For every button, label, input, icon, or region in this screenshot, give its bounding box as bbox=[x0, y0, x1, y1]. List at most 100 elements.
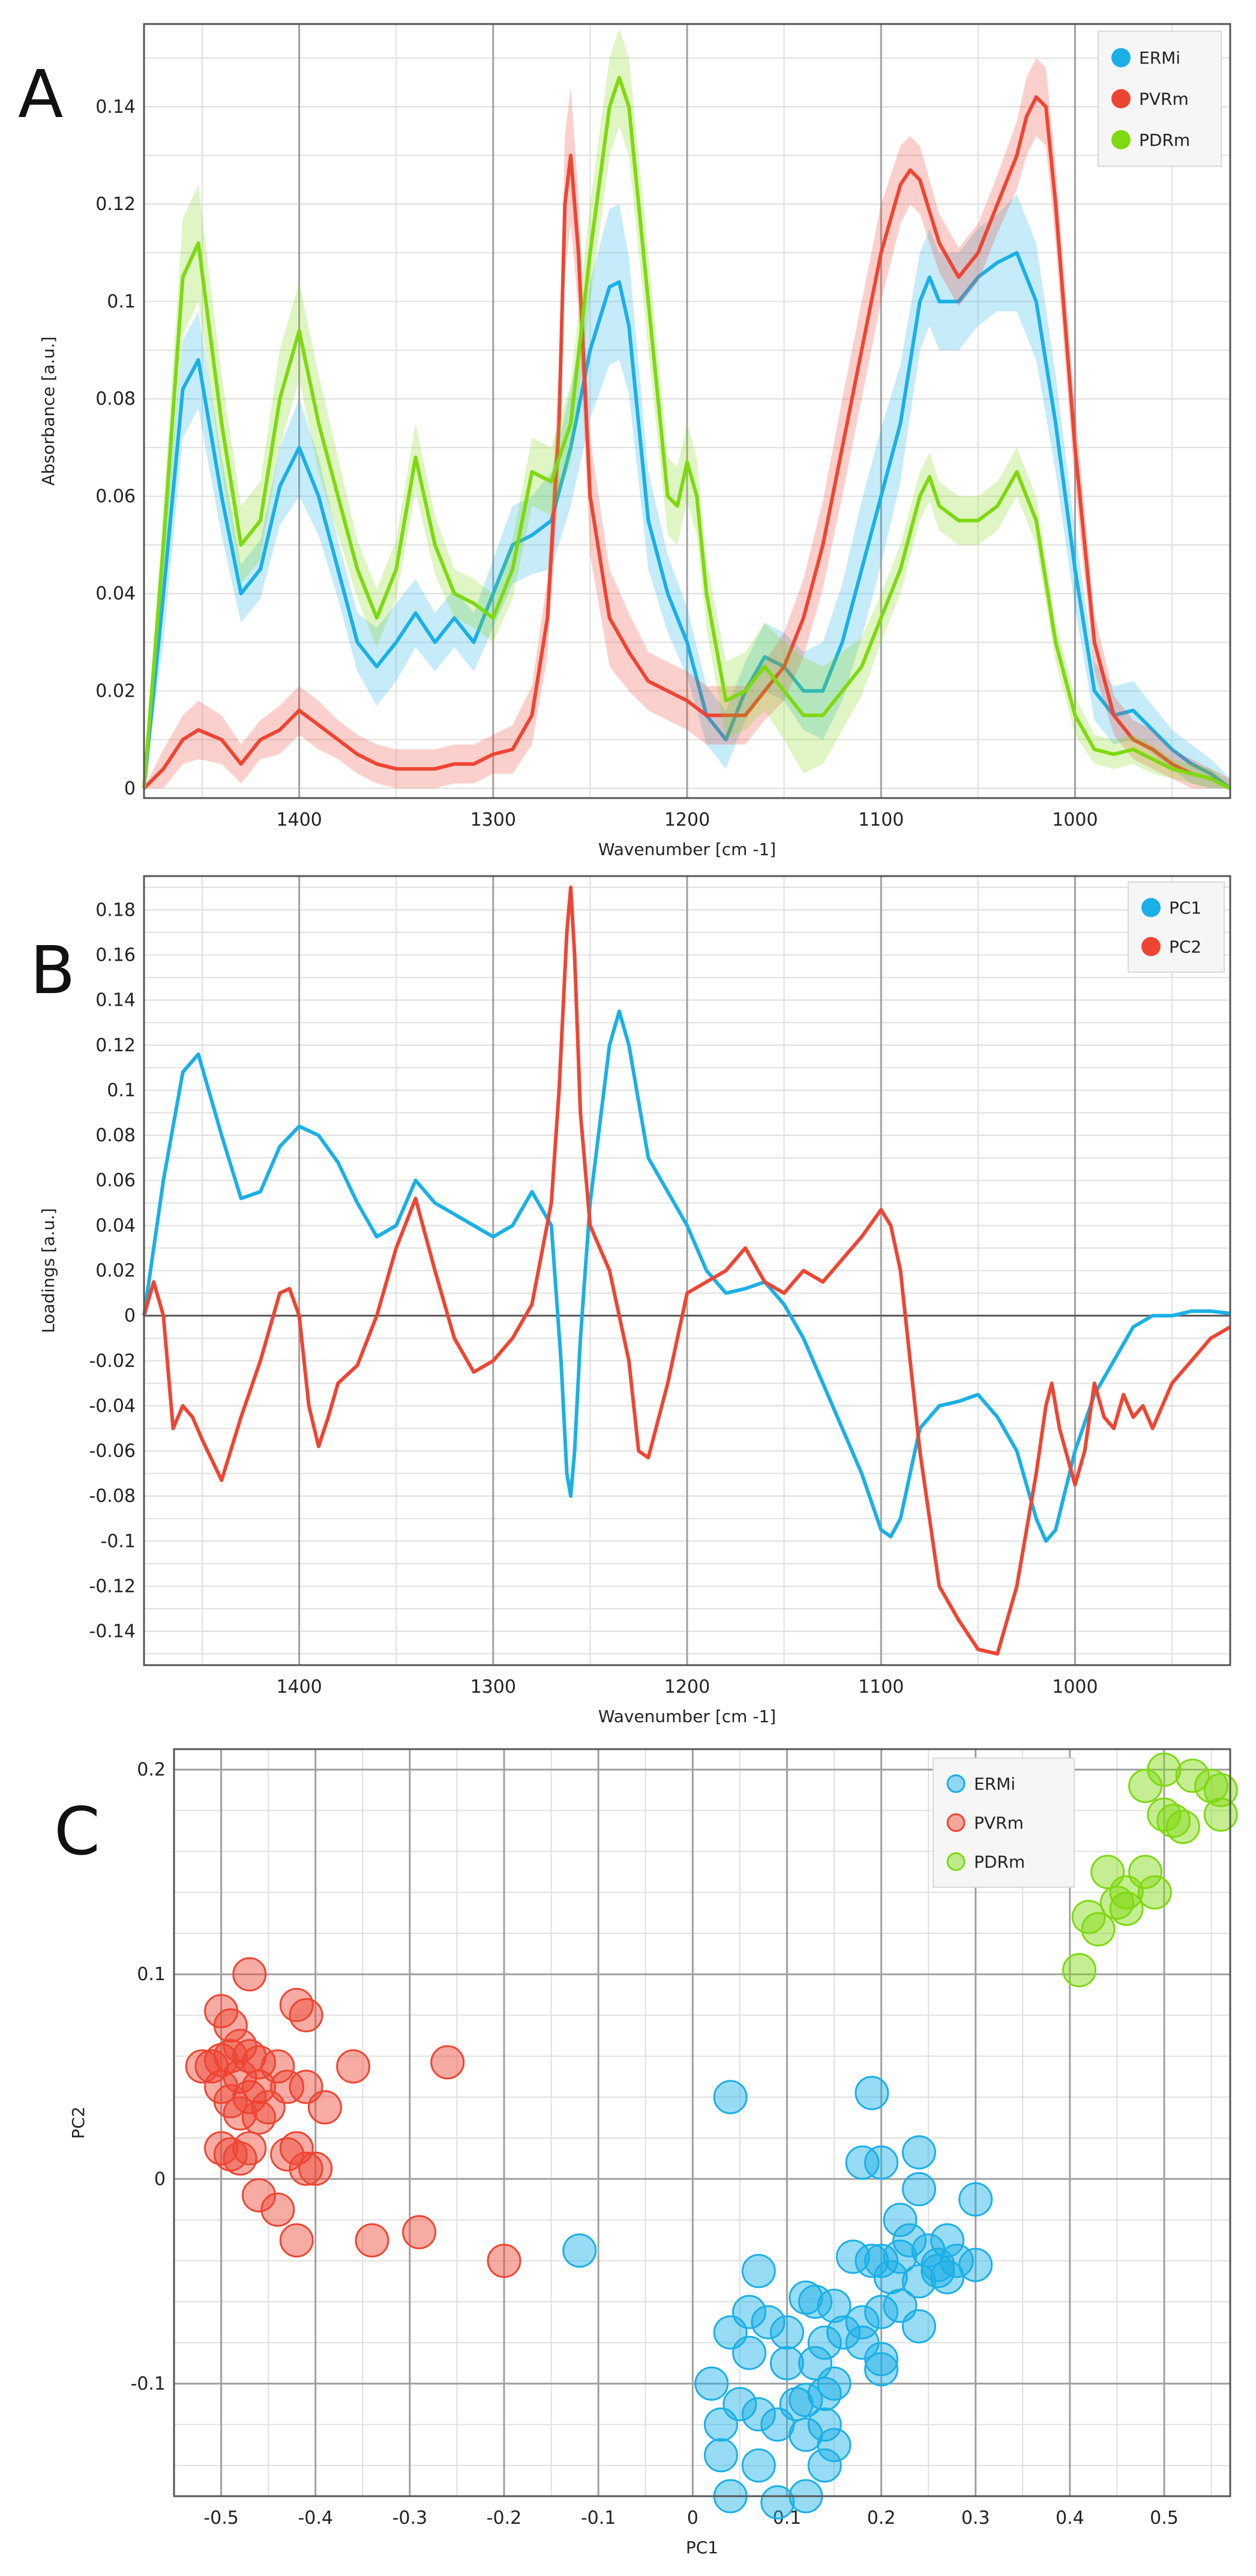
point-ermi bbox=[703, 2407, 738, 2442]
series-line-pvrm bbox=[142, 95, 1231, 790]
point-pdrm bbox=[1175, 1758, 1210, 1793]
y-tick-label: 0.08 bbox=[95, 1125, 136, 1146]
point-pvrm bbox=[270, 2137, 305, 2172]
point-pdrm bbox=[1099, 1885, 1134, 1920]
legend: PC1 PC2 bbox=[1128, 881, 1225, 973]
point-pvrm bbox=[355, 2223, 389, 2258]
legend: ERMi PVRm PDRm bbox=[1098, 31, 1222, 167]
y-tick-label: 0.14 bbox=[95, 990, 136, 1011]
point-pvrm bbox=[241, 2070, 276, 2104]
point-ermi bbox=[769, 2315, 804, 2350]
point-ermi bbox=[741, 2254, 776, 2289]
y-tick-label: 0.1 bbox=[107, 1080, 136, 1101]
point-ermi bbox=[901, 2309, 936, 2344]
point-ermi bbox=[807, 2407, 842, 2442]
y-tick-label: -0.02 bbox=[89, 1351, 136, 1372]
point-pdrm bbox=[1156, 1803, 1191, 1838]
x-tick-label: 1400 bbox=[276, 809, 322, 830]
legend-box bbox=[1128, 881, 1225, 973]
point-pvrm bbox=[279, 2223, 314, 2258]
y-tick-label: 0.02 bbox=[95, 681, 136, 702]
y-tick-label: -0.08 bbox=[89, 1486, 136, 1507]
point-ermi bbox=[807, 2325, 842, 2360]
point-pvrm bbox=[204, 2070, 239, 2104]
y-tick-label: -0.1 bbox=[130, 2373, 166, 2394]
point-ermi bbox=[883, 2239, 918, 2274]
point-ermi bbox=[845, 2145, 880, 2180]
point-pvrm bbox=[223, 2141, 257, 2176]
point-pdrm bbox=[1137, 1875, 1172, 1910]
point-pdrm bbox=[1128, 1855, 1163, 1890]
x-axis-label: Wavenumber [cm -1] bbox=[598, 839, 776, 859]
point-pdrm bbox=[1062, 1953, 1097, 1987]
x-tick-label: 1300 bbox=[470, 1677, 516, 1698]
point-pvrm bbox=[232, 1957, 267, 1992]
panel-label: B bbox=[30, 932, 75, 1009]
point-ermi bbox=[864, 2352, 899, 2387]
x-tick-label: 1100 bbox=[858, 809, 904, 830]
point-ermi bbox=[562, 2233, 597, 2268]
y-tick-label: 0.1 bbox=[107, 291, 136, 312]
point-pdrm bbox=[1147, 1797, 1182, 1832]
legend-label: PDRm bbox=[974, 1852, 1025, 1872]
legend-marker-pdrm bbox=[1111, 130, 1131, 149]
legend-label: PC1 bbox=[1169, 898, 1201, 918]
x-axis-label: Wavenumber [cm -1] bbox=[598, 1707, 776, 1726]
legend-box bbox=[933, 1758, 1075, 1888]
x-axis-label: PC1 bbox=[686, 2538, 718, 2557]
x-tick-label: -0.1 bbox=[581, 2508, 616, 2529]
y-axis-label: PC2 bbox=[68, 2106, 88, 2139]
y-tick-label: 0.18 bbox=[95, 899, 136, 920]
y-axis-label: Absorbance [a.u.] bbox=[38, 337, 58, 486]
point-ermi bbox=[873, 2260, 908, 2295]
y-tick-label: 0.08 bbox=[95, 389, 136, 410]
legend-label: PC2 bbox=[1169, 937, 1201, 957]
panel-label: A bbox=[18, 56, 63, 133]
x-tick-label: -0.4 bbox=[298, 2508, 333, 2529]
point-ermi bbox=[694, 2366, 729, 2401]
point-pvrm bbox=[204, 1994, 239, 2029]
y-tick-label: -0.04 bbox=[89, 1396, 136, 1417]
panel-label: C bbox=[54, 1793, 100, 1870]
point-ermi bbox=[883, 2203, 918, 2238]
y-tick-label: 0 bbox=[124, 1306, 136, 1327]
legend-marker-pdrm bbox=[946, 1852, 966, 1871]
point-ermi bbox=[807, 2448, 842, 2483]
x-tick-label: 1300 bbox=[470, 809, 516, 830]
point-pvrm bbox=[279, 1987, 314, 2022]
panel-b: -0.14 -0.12 -0.1 -0.08 -0.06 -0.04 -0.02 0 0.02 0… bbox=[30, 875, 1231, 1726]
point-pvrm bbox=[241, 2178, 276, 2213]
point-pdrm bbox=[1203, 1797, 1238, 1832]
plot-frame bbox=[143, 875, 1231, 1666]
point-pvrm bbox=[232, 2131, 267, 2166]
y-tick-label: 0 bbox=[124, 778, 136, 799]
legend-label: ERMi bbox=[1139, 48, 1180, 68]
x-tick-label: 1000 bbox=[1052, 809, 1098, 830]
point-ermi bbox=[958, 2248, 993, 2283]
legend-marker-ermi bbox=[1111, 48, 1131, 68]
point-pvrm bbox=[279, 2131, 314, 2166]
legend-marker-ermi bbox=[946, 1774, 966, 1793]
band-pvrm bbox=[144, 58, 1230, 788]
point-pvrm bbox=[289, 2151, 323, 2186]
x-tick-label: 1200 bbox=[664, 809, 710, 830]
point-ermi bbox=[760, 2485, 795, 2520]
point-pvrm bbox=[487, 2244, 521, 2278]
point-ermi bbox=[826, 2315, 861, 2350]
y-tick-label: 0.04 bbox=[95, 1215, 136, 1236]
point-ermi bbox=[958, 2182, 993, 2217]
point-ermi bbox=[769, 2346, 804, 2380]
panel-c: -0.100.10.2-0.5 -0.4 -0.3 -0.2 -0.1 0 0.1 0.2 0.… bbox=[54, 1748, 1238, 2557]
legend-label: PVRm bbox=[1139, 89, 1189, 109]
point-pvrm bbox=[232, 2039, 267, 2074]
point-ermi bbox=[817, 2428, 852, 2463]
point-ermi bbox=[864, 2341, 899, 2376]
x-tick-label: 0.4 bbox=[1056, 2508, 1084, 2529]
y-tick-label: -0.1 bbox=[100, 1531, 136, 1552]
point-ermi bbox=[864, 2145, 899, 2180]
series-line-pc2 bbox=[142, 885, 1231, 1656]
point-pvrm bbox=[336, 2049, 371, 2084]
y-tick-label: 0 bbox=[154, 2169, 166, 2190]
x-tick-label: 0.3 bbox=[961, 2508, 990, 2529]
